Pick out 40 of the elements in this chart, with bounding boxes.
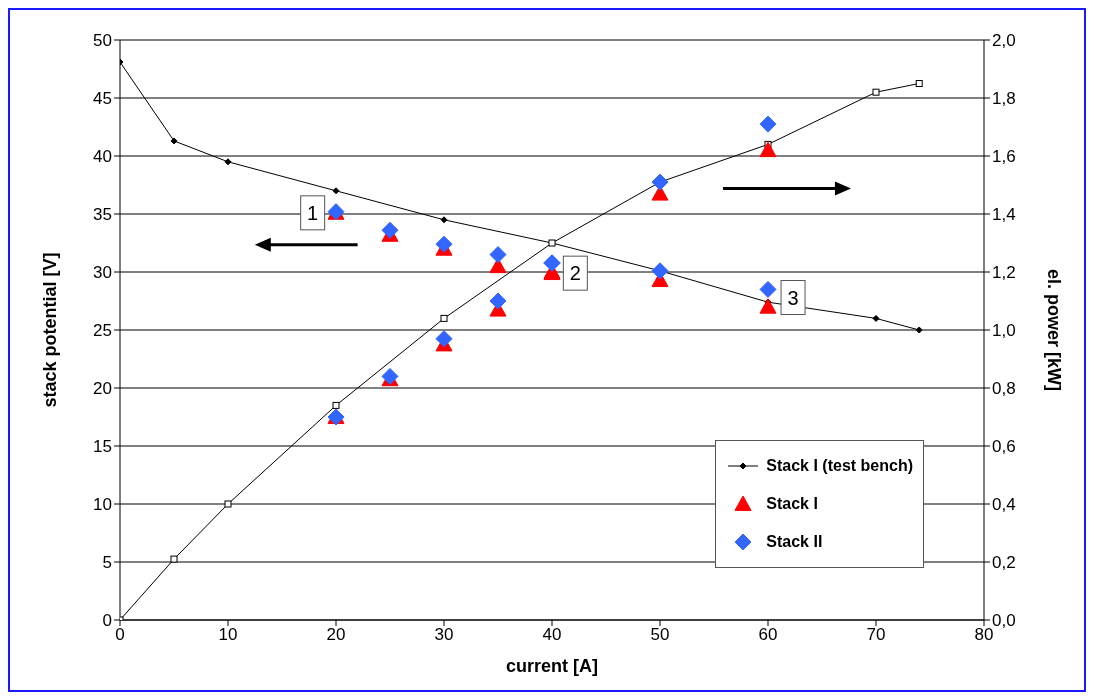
y-tick-label: 45 xyxy=(93,89,112,109)
y2-tick-label: 1,0 xyxy=(992,321,1016,341)
y-tick-label: 40 xyxy=(93,147,112,167)
x-tick-label: 80 xyxy=(974,625,994,645)
annotation: 1 xyxy=(307,201,319,224)
y-tick-label: 20 xyxy=(93,379,112,399)
y2-tick-label: 0,4 xyxy=(992,495,1016,515)
x-tick-label: 20 xyxy=(326,625,346,645)
y-tick-label: 50 xyxy=(93,31,112,51)
y-tick-label: 30 xyxy=(93,263,112,283)
x-tick-label: 40 xyxy=(542,625,562,645)
y2-axis-title: el. power [kW] xyxy=(1043,268,1064,392)
x-tick-label: 10 xyxy=(218,625,238,645)
x-axis-title: current [A] xyxy=(505,656,599,676)
y-tick-label: 15 xyxy=(93,437,112,457)
y2-tick-label: 1,4 xyxy=(992,205,1016,225)
y2-tick-label: 0,2 xyxy=(992,553,1016,573)
y-tick-label: 35 xyxy=(93,205,112,225)
y2-tick-label: 0,0 xyxy=(992,611,1016,631)
legend-label: Stack I (test bench) xyxy=(766,457,913,475)
x-tick-label: 50 xyxy=(650,625,670,645)
y2-tick-label: 1,6 xyxy=(992,147,1016,167)
annotation: 2 xyxy=(569,262,581,285)
x-tick-label: 60 xyxy=(758,625,778,645)
legend-label: Stack I xyxy=(766,495,818,513)
y-tick-label: 5 xyxy=(102,553,112,573)
y-tick-label: 0 xyxy=(102,611,112,631)
y2-tick-label: 0,8 xyxy=(992,379,1016,399)
y-axis-title: stack potential [V] xyxy=(40,252,61,408)
x-tick-label: 70 xyxy=(866,625,886,645)
y2-tick-label: 1,8 xyxy=(992,89,1016,109)
y2-tick-label: 1,2 xyxy=(992,263,1016,283)
y-tick-label: 25 xyxy=(93,321,112,341)
legend-label: Stack II xyxy=(766,533,823,551)
x-tick-label: 30 xyxy=(434,625,454,645)
y-tick-label: 10 xyxy=(93,495,112,515)
annotation: 3 xyxy=(787,286,799,309)
x-tick-label: 0 xyxy=(115,625,125,645)
y2-tick-label: 2,0 xyxy=(992,31,1016,51)
y2-tick-label: 0,6 xyxy=(992,437,1016,457)
